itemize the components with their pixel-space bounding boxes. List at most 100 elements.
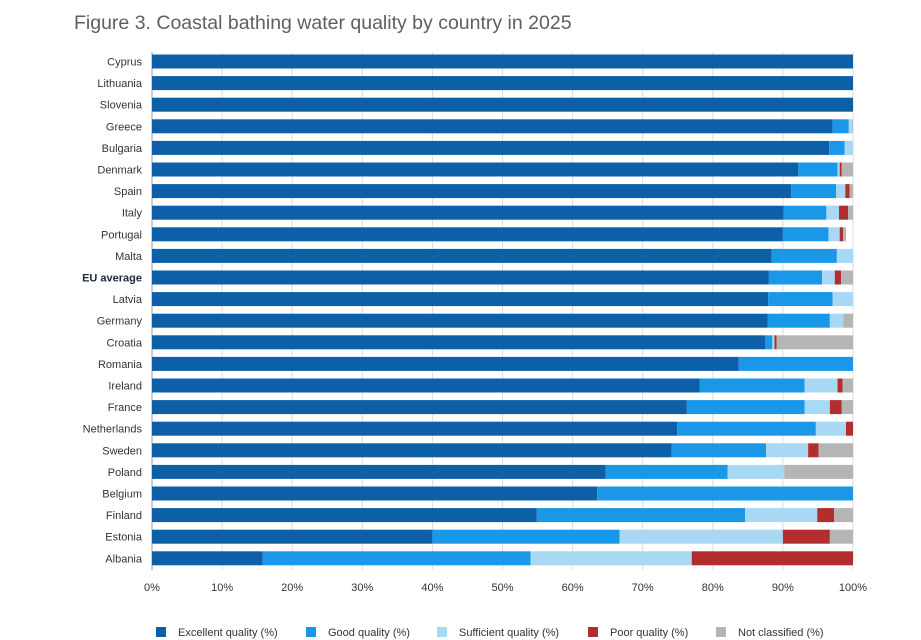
legend-swatch [716,627,726,637]
bar-segment [677,421,816,436]
x-tick-label: 0% [144,582,160,594]
bar-segment [530,551,692,566]
bar-segment [804,378,838,393]
bar-segment [843,227,846,242]
x-tick-label: 90% [772,582,794,594]
legend-label: Good quality (%) [328,627,410,639]
bar-segment [765,335,773,350]
bar-segment [152,162,799,177]
bar-segment [836,248,853,263]
bar-segment [768,270,823,285]
category-label: Belgium [102,489,142,501]
x-tick-label: 60% [562,582,584,594]
bar-segment [767,313,830,328]
bar-segment [782,227,829,242]
bar-segment [152,356,739,371]
bar-segment [828,227,840,242]
x-tick-label: 30% [351,582,373,594]
legend-swatch [437,627,447,637]
bar-segment [671,443,767,458]
bar-segment [152,97,853,112]
bar-segment [834,508,853,523]
category-label: Cyprus [107,57,142,69]
bar-segment [152,551,263,566]
bar-segment [841,162,853,177]
x-tick-label: 50% [491,582,513,594]
bar-segment [605,464,728,479]
bar-segment [852,119,853,134]
category-label: Albania [105,553,143,565]
bar-segment [839,162,842,177]
bar-segment [152,270,769,285]
category-label: Netherlands [83,424,143,436]
x-tick-label: 80% [702,582,724,594]
category-label: Estonia [105,532,143,544]
category-label: Romania [98,359,143,371]
bar-segment [152,335,766,350]
bar-segment [619,529,783,544]
bar-segment [829,140,845,155]
bar-segment [829,400,842,415]
category-label: Croatia [107,337,143,349]
bar-segment [152,54,853,69]
category-label: Portugal [101,229,142,241]
bar-segment [844,140,853,155]
x-tick-label: 40% [421,582,443,594]
category-label: Ireland [108,381,142,393]
bar-segment [691,551,853,566]
bar-segment [841,400,853,415]
category-label: EU average [82,273,142,285]
category-label: Denmark [97,165,142,177]
bar-segment [152,378,700,393]
bar-segment [845,421,853,436]
bar-segment [776,335,853,350]
bar-segment [783,205,827,220]
bar-segment [818,443,853,458]
bar-segment [841,270,853,285]
bar-segment [826,205,839,220]
bar-segment [727,464,785,479]
category-label: France [108,402,142,414]
category-label: Germany [97,316,143,328]
bar-segment [849,184,853,199]
bar-segment [152,119,833,134]
bar-segment [798,162,838,177]
bar-segment [842,378,853,393]
bar-segment [804,400,830,415]
bar-segment [817,508,835,523]
bar-segment [822,270,835,285]
bar-segment [848,205,853,220]
bar-segment [152,508,537,523]
bar-segment [536,508,746,523]
bar-segment [771,248,837,263]
bar-segment [686,400,805,415]
bar-segment [843,313,853,328]
legend-label: Sufficient quality (%) [459,627,559,639]
category-label: Poland [108,467,142,479]
bar-segment [832,292,853,307]
bar-segment [152,248,772,263]
bar-segment [152,529,433,544]
bar-segment [152,76,853,91]
category-label: Lithuania [97,78,143,90]
category-label: Finland [106,510,142,522]
bar-segment [845,184,850,199]
bar-segment [262,551,531,566]
bar-segment [837,162,840,177]
category-label: Greece [106,121,142,133]
legend-label: Not classified (%) [738,627,824,639]
bar-segment [432,529,620,544]
x-tick-label: 70% [632,582,654,594]
legend-label: Poor quality (%) [610,627,688,639]
bar-segment [838,205,849,220]
bar-segment [152,421,678,436]
bar-segment [152,443,672,458]
chart-title: Figure 3. Coastal bathing water quality … [74,12,572,34]
bar-segment [152,464,606,479]
x-tick-label: 20% [281,582,303,594]
legend-swatch [588,627,598,637]
category-label: Spain [114,186,142,198]
bar-segment [597,486,853,501]
bar-segment [834,270,842,285]
